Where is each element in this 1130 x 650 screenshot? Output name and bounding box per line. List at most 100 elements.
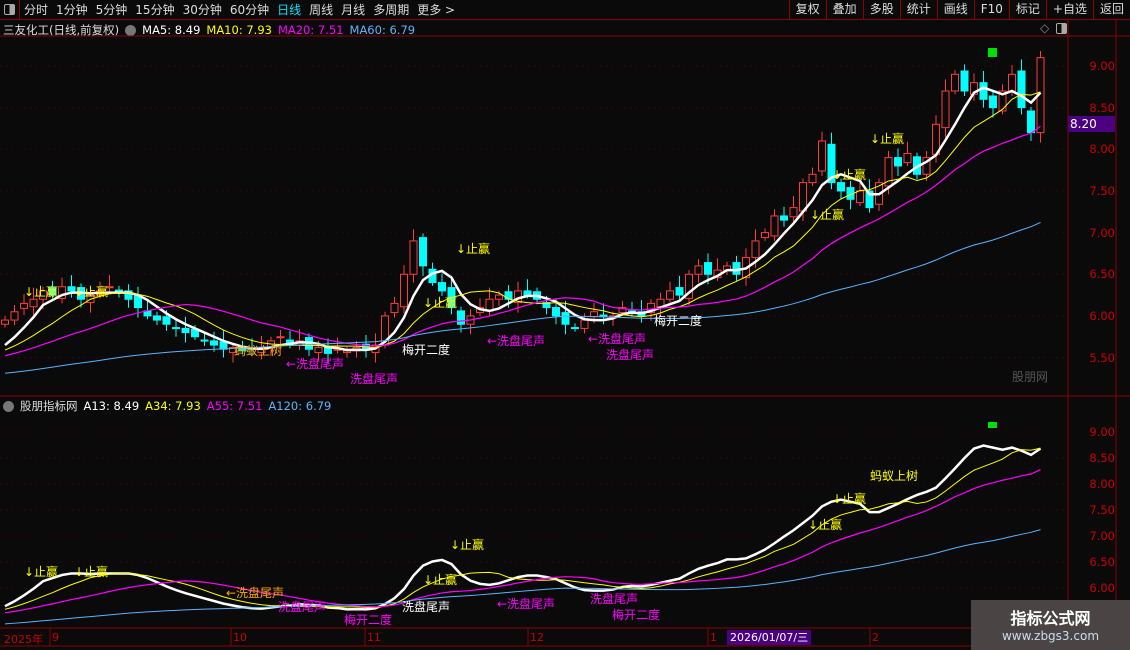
candle-up xyxy=(903,152,912,164)
period-tab[interactable]: 60分钟 xyxy=(229,3,270,17)
stock-title: 三友化工(日线,前复权) xyxy=(3,23,120,37)
ma-legend-item: MA5: 8.49 xyxy=(142,23,201,37)
period-tab[interactable]: 30分钟 xyxy=(182,3,222,17)
indicator-axis-label: 6.50 xyxy=(1089,555,1115,569)
candle-up xyxy=(922,157,931,175)
indicator-legend: 股朋指标网 A13: 8.49 A34: 7.93 A55: 7.51 A120: 6… xyxy=(3,398,331,414)
candle-up xyxy=(105,286,114,289)
chart-watermark: 股朋网 xyxy=(1012,370,1049,384)
signal-label: 梅开二度 xyxy=(402,343,451,357)
toolbar-button[interactable]: 画线 xyxy=(936,0,974,20)
ma5-line xyxy=(4,86,1042,352)
candle-up xyxy=(229,347,237,354)
ma60-line xyxy=(4,221,1041,374)
signal-label: ↓止赢 xyxy=(24,285,59,299)
toolbar-button[interactable]: 复权 xyxy=(788,0,826,20)
period-tab[interactable]: 周线 xyxy=(309,3,334,17)
ma10-line xyxy=(4,91,1041,351)
period-tab[interactable]: 多周期 xyxy=(373,3,410,17)
candle-down xyxy=(1017,70,1026,109)
signal-label: 蚂蚁上树 xyxy=(234,344,283,358)
candle-down xyxy=(67,286,76,292)
indicator-axis-label: 9.00 xyxy=(1089,425,1115,439)
panel-toggle-button[interactable] xyxy=(0,0,20,20)
indicator-line-20 xyxy=(4,469,1041,614)
indicator-legend-item: A120: 6.79 xyxy=(268,399,332,413)
diamond-icon[interactable]: ◇ xyxy=(1040,21,1050,35)
signal-label: 梅开二度 xyxy=(654,314,703,328)
period-tab[interactable]: 更多 > xyxy=(417,3,456,17)
candle-up xyxy=(666,290,674,300)
candle-up xyxy=(685,273,693,299)
toolbar-button[interactable]: 标记 xyxy=(1008,0,1046,20)
period-tab[interactable]: 分时 xyxy=(24,3,49,17)
price-axis-label: 7.50 xyxy=(1089,183,1115,198)
candle-down xyxy=(780,215,788,221)
candle-down xyxy=(200,339,209,342)
price-axis-label: 8.00 xyxy=(1089,142,1115,157)
candle-down xyxy=(894,157,902,167)
indicator-signal-label: 梅开二度 xyxy=(344,613,393,627)
candle-up xyxy=(808,173,817,184)
period-tab[interactable]: 月线 xyxy=(341,3,366,17)
site-watermark: 指标公式网 www.zbgs3.com xyxy=(971,600,1130,650)
signal-marker xyxy=(988,422,997,428)
candle-down xyxy=(48,287,57,296)
price-axis-label: 6.50 xyxy=(1089,267,1115,282)
candle-up xyxy=(884,157,893,187)
pane-toggle-icon[interactable] xyxy=(1056,23,1067,37)
indicator-signal-label: ←洗盘尾声 xyxy=(497,597,556,611)
indicator-axis-label: 6.00 xyxy=(1089,581,1115,595)
signal-label: ←洗盘尾声 xyxy=(588,332,647,346)
toolbar-button[interactable]: +自选 xyxy=(1045,0,1093,20)
candle-up xyxy=(276,336,285,339)
candle-up xyxy=(409,240,418,275)
signal-label: ↓止赢 xyxy=(832,168,867,182)
candle-up xyxy=(390,302,399,314)
candle-up xyxy=(941,90,950,129)
candle-up xyxy=(647,302,655,314)
price-axis-label: 9.00 xyxy=(1089,59,1115,73)
indicator-signal-label: ↓止赢 xyxy=(24,565,59,579)
candle-down xyxy=(419,237,427,267)
chevron-down-icon[interactable] xyxy=(125,24,137,36)
toolbar-button[interactable]: 多股 xyxy=(862,0,900,20)
candle-down xyxy=(827,143,836,184)
signal-label: ↓止赢 xyxy=(870,132,905,146)
indicator-signal-label: ↓止赢 xyxy=(832,492,867,506)
candle-up xyxy=(856,190,864,204)
candle-down xyxy=(210,340,218,346)
ma-legend-item: MA10: 7.93 xyxy=(206,23,272,37)
toolbar-button[interactable]: F10 xyxy=(973,0,1009,20)
toolbar-button[interactable]: 统计 xyxy=(899,0,937,20)
candle-up xyxy=(618,307,627,314)
toolbar-button[interactable]: 返回 xyxy=(1092,0,1130,20)
candle-down xyxy=(704,262,712,275)
candle-up xyxy=(314,347,323,354)
period-tab[interactable]: 15分钟 xyxy=(135,3,175,17)
candle-down xyxy=(837,182,845,192)
toolbar-button[interactable]: 叠加 xyxy=(825,0,863,20)
candle-up xyxy=(818,140,826,172)
signal-label: ↓止赢 xyxy=(74,285,109,299)
period-tab[interactable]: 5分钟 xyxy=(95,3,128,17)
period-tab[interactable]: 1分钟 xyxy=(56,3,88,17)
candle-up xyxy=(39,290,47,300)
candle-down xyxy=(153,315,161,321)
price-axis-label: 5.50 xyxy=(1089,350,1115,365)
main-legend: 三友化工(日线,前复权) MA5: 8.49 MA10: 7.93 MA20: 7.… xyxy=(3,22,415,38)
candle-up xyxy=(495,294,503,300)
time-axis-tick: 10 xyxy=(233,631,247,644)
period-tab[interactable]: 日线 xyxy=(277,3,302,17)
time-axis-tick: 9 xyxy=(52,631,59,644)
candle-up xyxy=(751,240,760,259)
candle-down xyxy=(162,316,171,325)
candle-up xyxy=(580,319,589,329)
indicator-line-5 xyxy=(4,444,1042,611)
candle-up xyxy=(29,298,38,308)
chevron-down-icon[interactable] xyxy=(3,400,14,412)
candle-up xyxy=(58,286,66,299)
indicator-axis-label: 7.50 xyxy=(1089,503,1115,517)
candle-down xyxy=(552,307,560,317)
